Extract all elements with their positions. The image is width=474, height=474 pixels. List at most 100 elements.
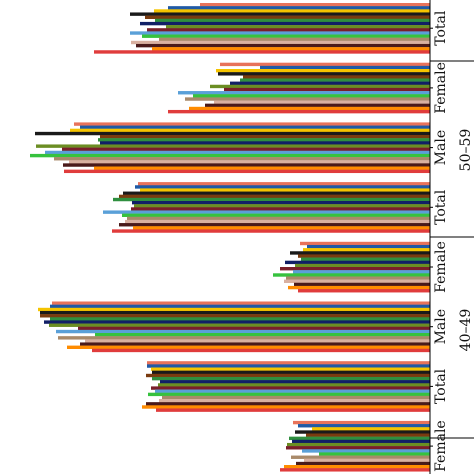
bar-g2-s10 <box>30 153 430 158</box>
bar-g1-s6 <box>230 81 430 85</box>
axis-layer: Total Female Male Total Female Male Total Femal… <box>430 10 474 472</box>
bar-g1-s14 <box>189 106 430 111</box>
bar-g3-s8 <box>131 207 430 211</box>
group-label: Female <box>433 241 449 293</box>
bar-g4-s11 <box>286 276 430 280</box>
bar-g6-s5 <box>152 376 430 381</box>
bar-g1-s1 <box>260 65 430 70</box>
bar-g0-s0 <box>200 3 430 7</box>
bar-g6-s13 <box>146 402 430 406</box>
bar-g5-s7 <box>49 323 430 327</box>
bar-g7-s14 <box>284 465 430 469</box>
bar-g0-s15 <box>94 50 430 54</box>
age-group-label: 40–49 <box>458 309 474 352</box>
bar-g7-s10 <box>319 452 430 456</box>
bar-g7-s5 <box>289 436 430 441</box>
bar-g5-s11 <box>58 336 430 340</box>
bar-g3-s12 <box>125 219 430 224</box>
bar-g6-s9 <box>155 389 430 393</box>
bar-g7-s12 <box>304 458 430 463</box>
group-label: Total <box>433 368 449 404</box>
bar-g6-s3 <box>152 370 430 375</box>
bar-g6-s8 <box>151 386 430 390</box>
bar-g3-s14 <box>133 226 430 230</box>
bar-g4-s1 <box>307 244 430 249</box>
bar-g3-s9 <box>103 210 430 214</box>
bar-g6-s7 <box>158 383 430 387</box>
bar-g4-s9 <box>293 270 430 274</box>
bar-g7-s7 <box>287 442 430 447</box>
bar-g2-s3 <box>35 131 430 136</box>
bar-g1-s2 <box>216 69 430 73</box>
bar-g3-s1 <box>135 185 430 189</box>
bar-g1-s5 <box>240 78 430 82</box>
bar-g0-s7 <box>166 25 430 29</box>
bar-g5-s6 <box>44 320 430 324</box>
bar-g2-s1 <box>80 125 430 129</box>
age-group-label: 50–59 <box>458 129 474 172</box>
bar-g2-s8 <box>62 147 430 151</box>
bar-g0-s5 <box>155 18 430 23</box>
bar-g6-s14 <box>142 405 430 409</box>
group-label: Male <box>433 309 449 344</box>
bar-g4-s6 <box>285 260 430 265</box>
bar-g7-s4 <box>306 433 430 437</box>
bar-g0-s10 <box>142 34 430 38</box>
bar-g7-s0 <box>293 420 430 425</box>
bar-g6-s2 <box>151 367 430 371</box>
bar-g5-s14 <box>67 345 430 349</box>
bar-g2-s6 <box>100 141 430 145</box>
bar-g1-s0 <box>220 62 430 67</box>
bar-g1-s4 <box>243 75 430 79</box>
bar-g6-s6 <box>160 380 430 384</box>
bar-g4-s3 <box>290 251 430 255</box>
bar-g5-s13 <box>80 342 430 346</box>
bar-g7-s13 <box>296 461 430 466</box>
bar-g1-s12 <box>214 100 430 104</box>
bar-g3-s10 <box>122 213 430 217</box>
group-label: Female <box>433 62 449 114</box>
bar-g7-s15 <box>280 468 430 472</box>
bar-g5-s1 <box>50 304 430 309</box>
bar-g4-s13 <box>294 282 430 287</box>
bar-g2-s15 <box>64 169 430 174</box>
bar-g4-s8 <box>280 267 430 271</box>
bar-g0-s12 <box>131 40 430 45</box>
group-label: Female <box>433 420 449 472</box>
bar-g0-s13 <box>136 43 430 48</box>
bar-g5-s2 <box>38 307 430 312</box>
bar-g7-s11 <box>291 455 430 459</box>
bar-g5-s9 <box>56 329 430 334</box>
bar-g5-s4 <box>40 314 430 318</box>
bars-layer <box>30 3 430 472</box>
bar-g7-s9 <box>302 449 430 453</box>
bar-g5-s12 <box>85 339 430 343</box>
bar-g4-s4 <box>298 254 430 258</box>
bar-g1-s10 <box>193 94 430 98</box>
bar-g5-s5 <box>50 317 430 321</box>
bar-g6-s4 <box>146 373 430 378</box>
bar-g4-s12 <box>284 279 430 283</box>
bar-g3-s6 <box>132 201 430 205</box>
bar-g2-s2 <box>70 128 430 133</box>
bar-g7-s3 <box>295 430 430 434</box>
bar-g7-s8 <box>286 446 430 450</box>
bar-g3-s7 <box>134 204 430 208</box>
bar-g2-s11 <box>54 157 430 161</box>
bar-g3-s15 <box>112 229 430 233</box>
bar-g1-s15 <box>168 109 430 114</box>
bar-g6-s11 <box>162 395 430 400</box>
bar-g7-s2 <box>312 427 430 431</box>
bar-g1-s3 <box>218 72 430 76</box>
bar-g4-s14 <box>288 285 430 290</box>
bar-g3-s3 <box>123 191 430 195</box>
bar-g4-s0 <box>300 241 430 246</box>
bar-g2-s13 <box>63 163 430 167</box>
bar-g6-s15 <box>156 408 430 412</box>
bar-g4-s15 <box>298 289 430 293</box>
bar-g4-s7 <box>295 263 430 268</box>
bar-g6-s12 <box>159 399 430 403</box>
bar-g1-s9 <box>178 91 430 95</box>
bar-g0-s3 <box>130 12 430 16</box>
